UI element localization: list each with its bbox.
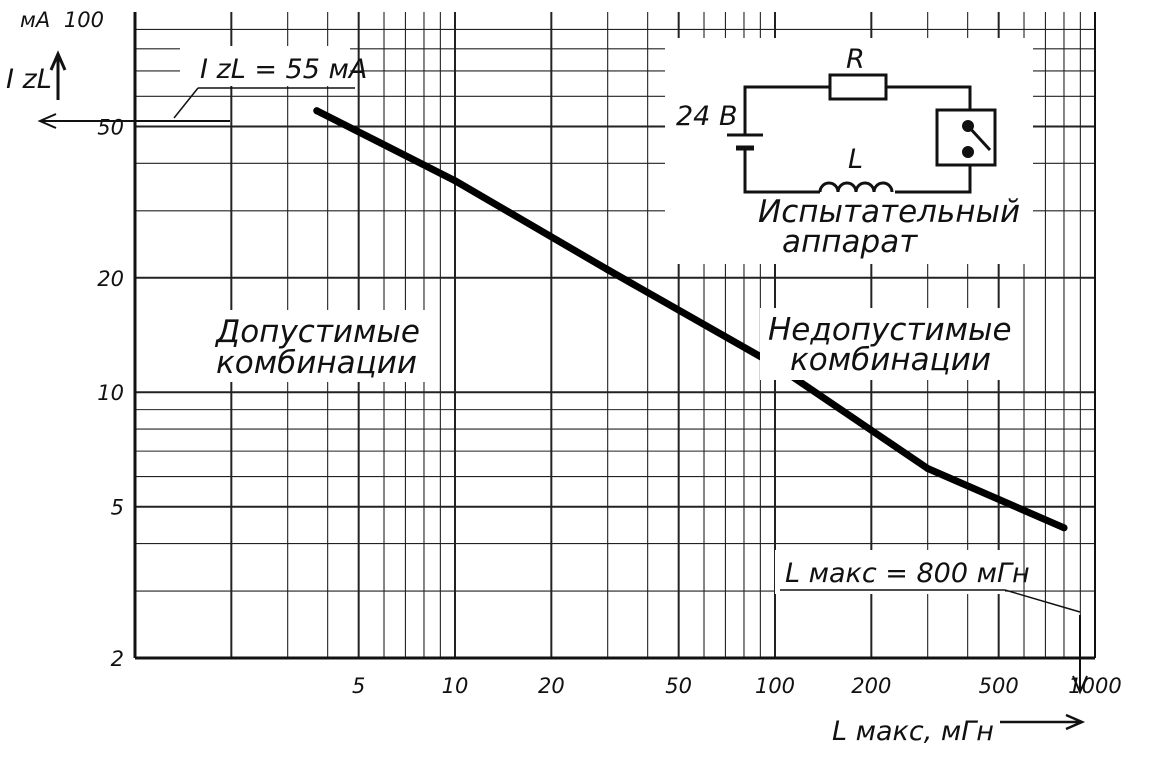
x-tick-label: 20 <box>538 674 565 698</box>
inductor-label: L <box>848 144 863 175</box>
x-tick-labels: 5 10 20 50 100 200 500 1000 <box>352 674 1122 698</box>
voltage-label: 24 В <box>676 101 737 132</box>
data-point <box>924 465 932 473</box>
y-tick-label: 5 <box>111 496 124 520</box>
forbidden-region-label-1: Недопустимые <box>768 312 1012 348</box>
current-max-leader <box>173 87 199 119</box>
device-label-1: Испытательный <box>758 194 1020 230</box>
data-point <box>313 107 321 115</box>
y-tick-label: 10 <box>97 381 124 405</box>
device-label-2: аппарат <box>782 224 918 260</box>
contact-bottom <box>962 146 974 158</box>
y-tick-label: 100 <box>64 8 104 32</box>
x-tick-label: 10 <box>442 674 469 698</box>
y-tick-label: 2 <box>111 647 124 671</box>
test-circuit-diagram: R 24 В L Испытательный аппарат <box>665 38 1033 264</box>
x-axis-title: L макс, мГн <box>832 716 994 747</box>
left-arrow-icon <box>37 113 230 129</box>
series-line <box>313 107 1068 532</box>
axes <box>133 12 1096 660</box>
l-max-label-box <box>775 550 1005 594</box>
y-tick-label: 20 <box>97 267 124 291</box>
current-max-label-box <box>180 46 350 86</box>
resistor-label: R <box>846 44 865 75</box>
resistor-symbol <box>828 73 888 101</box>
l-max-label: L макс = 800 мГн <box>785 558 1030 589</box>
x-tick-label: 500 <box>979 674 1019 698</box>
y-unit-label: мА <box>20 8 50 32</box>
data-point <box>1060 524 1068 532</box>
switch-blade <box>966 124 992 152</box>
data-point <box>604 266 612 274</box>
forbidden-region-label-2: комбинации <box>790 342 991 378</box>
x-limit-arrow-icon <box>1072 615 1088 695</box>
l-max-leader <box>1004 589 1081 613</box>
circuit-wire <box>743 85 972 194</box>
x-tick-label: 100 <box>755 674 795 698</box>
allowed-region-label-1: Допустимые <box>214 314 420 350</box>
inductor-symbol <box>818 181 894 193</box>
x-tick-label: 5 <box>352 674 365 698</box>
current-max-label: I zL = 55 мА <box>200 54 367 85</box>
y-tick-label: 50 <box>97 115 124 139</box>
forbidden-region-box <box>760 308 1020 380</box>
y-axis-title: I zL <box>6 64 52 95</box>
allowed-region-label-2: комбинации <box>216 345 417 381</box>
data-point <box>451 177 459 185</box>
allowed-region-box <box>208 310 433 382</box>
x-tick-label: 200 <box>851 674 891 698</box>
y-axis-arrow-icon <box>49 50 67 100</box>
x-axis-arrow-icon <box>1000 713 1086 731</box>
y-tick-labels: 2 5 10 20 50 100 <box>64 8 124 671</box>
x-tick-label: 50 <box>665 674 692 698</box>
